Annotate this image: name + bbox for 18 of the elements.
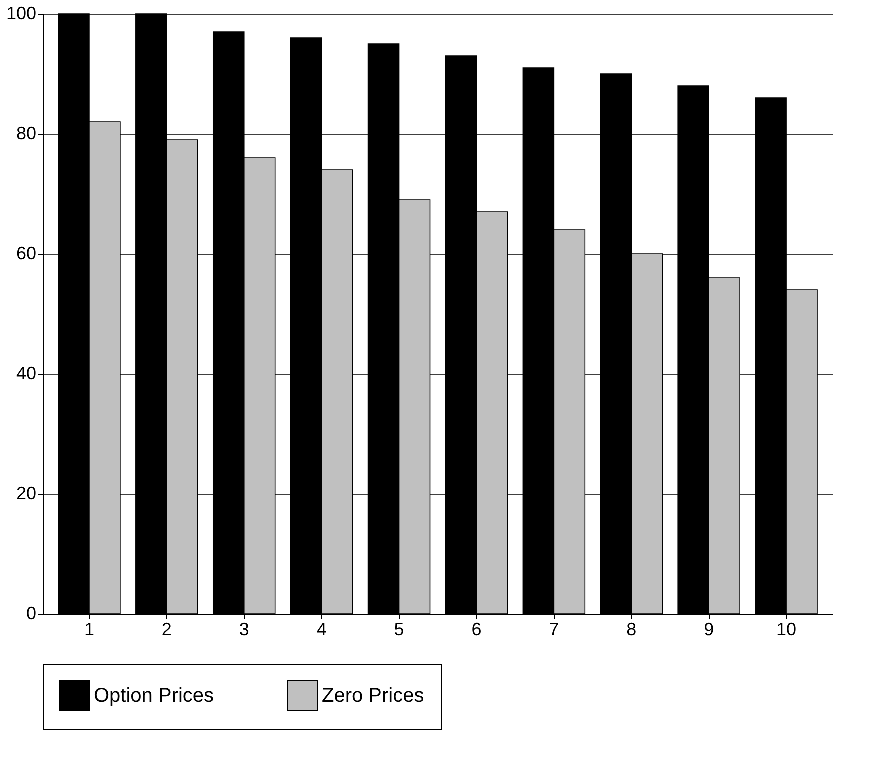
y-tick-label: 0 <box>26 604 36 624</box>
y-tick-label: 40 <box>16 364 36 384</box>
y-tick-label: 60 <box>16 244 36 264</box>
x-tick-label: 2 <box>162 620 172 640</box>
y-tick-label: 100 <box>6 4 36 24</box>
x-tick-label: 4 <box>316 620 327 640</box>
x-tick-label: 8 <box>626 620 637 640</box>
x-tick-label: 6 <box>472 620 482 640</box>
x-tick-label: 3 <box>239 620 250 640</box>
x-tick-label: 1 <box>84 620 94 640</box>
y-tick-label: 80 <box>16 124 36 144</box>
legend-label: Zero Prices <box>322 684 424 707</box>
x-tick-label: 7 <box>549 620 560 640</box>
x-tick-label: 5 <box>394 620 404 640</box>
x-tick-label: 10 <box>776 620 797 640</box>
y-tick-label: 20 <box>16 484 36 504</box>
legend-label: Option Prices <box>94 684 214 707</box>
x-tick-label: 9 <box>704 620 714 640</box>
